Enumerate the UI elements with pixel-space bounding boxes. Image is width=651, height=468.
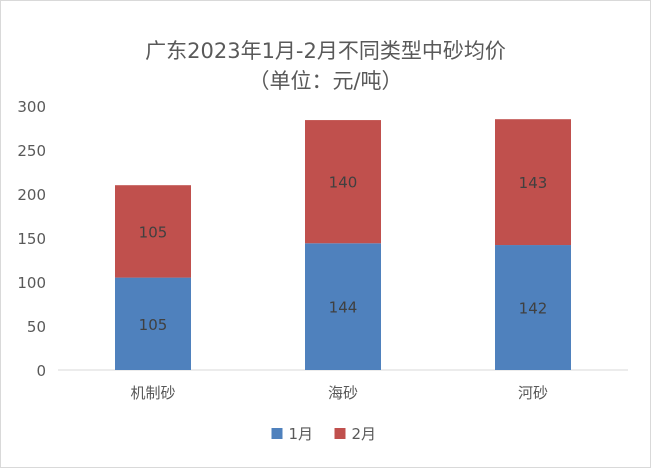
- legend-swatch-feb: [334, 428, 346, 439]
- bar-jan: [305, 243, 381, 370]
- data-label: 105: [139, 316, 168, 334]
- data-label: 144: [329, 299, 358, 317]
- bar-feb: [305, 120, 381, 244]
- legend-label: 2月: [352, 425, 377, 443]
- y-tick-label: 200: [17, 186, 46, 204]
- x-tick-label: 河砂: [518, 384, 548, 402]
- data-label: 140: [329, 174, 358, 192]
- chart-subtitle: （单位：元/吨）: [248, 69, 403, 93]
- data-label: 105: [139, 223, 168, 241]
- y-tick-label: 0: [36, 362, 46, 380]
- legend-label: 1月: [289, 425, 314, 443]
- y-tick-label: 300: [17, 98, 46, 116]
- bar-jan: [495, 245, 571, 370]
- x-tick-label: 海砂: [328, 384, 358, 402]
- bar-jan: [115, 277, 191, 370]
- y-tick-label: 50: [27, 318, 46, 336]
- x-tick-label: 机制砂: [130, 384, 175, 402]
- bar-feb: [115, 185, 191, 278]
- y-tick-label: 100: [17, 274, 46, 292]
- y-tick-label: 250: [17, 142, 46, 160]
- chart-title: 广东2023年1月-2月不同类型中砂均价: [145, 39, 506, 63]
- data-label: 143: [519, 174, 548, 192]
- legend-swatch-jan: [271, 428, 283, 439]
- data-label: 142: [519, 300, 548, 318]
- bar-feb: [495, 119, 571, 246]
- y-tick-label: 150: [17, 230, 46, 248]
